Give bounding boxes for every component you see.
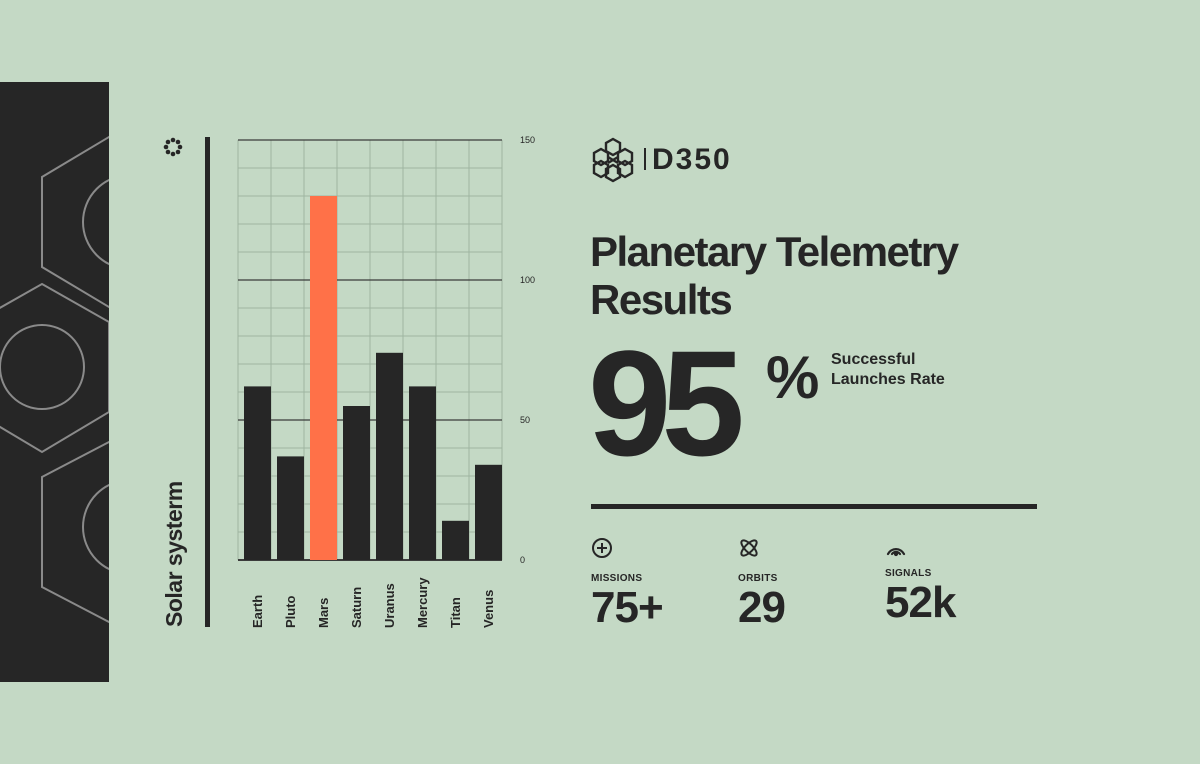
bar-pluto [277,456,304,560]
x-tick-label: Mercury [415,577,430,628]
signal-icon [886,548,906,557]
stat-label: ORBITS [738,573,778,584]
x-tick-label: Venus [481,590,496,628]
hexagon-pattern-icon [0,135,109,624]
decorative-side-panel [0,82,109,682]
kpi-caption: Successful Launches Rate [831,351,945,388]
crosshair-icon [592,538,612,558]
bar-saturn [343,406,370,560]
bar-chart: 0 50 100 150 Earth Pluto Mars Saturn Uranus Mercu… [237,135,535,628]
stat-label: MISSIONS [591,573,643,584]
stat-label: SIGNALS [885,568,932,579]
logo-separator [644,148,646,170]
atom-icon [740,539,758,557]
page-title: Planetary Telemetry Results [590,228,959,323]
y-tick-label: 0 [520,555,525,565]
stat-signals: SIGNALS 52k [885,537,956,627]
horizontal-divider [591,504,1037,509]
hexagon-logo-icon [592,137,634,183]
bar-uranus [376,352,403,560]
stat-missions: MISSIONS 75+ [591,537,664,632]
y-tick-label: 150 [520,135,535,145]
stat-value: 29 [738,583,786,632]
kpi-unit: % [766,344,820,411]
bar-mars [310,196,337,560]
y-tick-label: 100 [520,275,535,285]
vertical-divider [205,137,210,627]
y-tick-label: 50 [520,415,530,425]
x-tick-label: Saturn [349,587,364,628]
stat-value: 75+ [591,583,664,632]
kpi-value: 95 [588,319,745,487]
stat-orbits: ORBITS 29 [738,537,786,632]
bar-earth [244,386,271,560]
bar-venus [475,464,502,560]
bar-titan [442,520,469,560]
x-tick-label: Mars [316,598,331,628]
x-tick-label: Earth [250,595,265,628]
bar-mercury [409,386,436,560]
x-tick-label: Uranus [382,583,397,628]
stat-value: 52k [885,578,956,627]
x-tick-label: Titan [448,597,463,628]
asterisk-icon [163,137,183,157]
brand-name: D350 [652,143,732,176]
x-tick-label: Pluto [283,595,298,628]
